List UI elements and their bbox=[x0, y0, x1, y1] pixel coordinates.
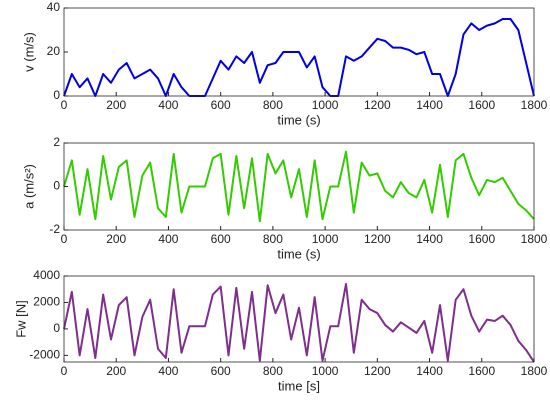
axes-frame bbox=[63, 275, 535, 363]
x-tick-label: 600 bbox=[211, 98, 231, 112]
y-axis-label: v (m/s) bbox=[21, 32, 36, 72]
x-tick-label: 1600 bbox=[468, 232, 495, 246]
x-tick-label: 1800 bbox=[521, 232, 548, 246]
x-tick-label: 1000 bbox=[312, 98, 339, 112]
x-tick-label: 200 bbox=[106, 364, 126, 378]
x-tick-label: 200 bbox=[106, 232, 126, 246]
x-axis-label: time (s) bbox=[277, 246, 320, 261]
x-tick-label: 400 bbox=[158, 364, 178, 378]
data-line bbox=[63, 150, 535, 223]
x-tick-label: 600 bbox=[211, 364, 231, 378]
x-tick-label: 0 bbox=[61, 232, 68, 246]
y-tick-label: -2 bbox=[49, 222, 60, 236]
x-tick-label: 400 bbox=[158, 98, 178, 112]
y-tick-label: -2000 bbox=[29, 348, 60, 362]
x-tick-label: 800 bbox=[263, 232, 283, 246]
x-tick-label: 0 bbox=[61, 98, 68, 112]
x-tick-label: 1800 bbox=[521, 98, 548, 112]
x-tick-label: 1400 bbox=[416, 232, 443, 246]
y-tick-label: 40 bbox=[47, 0, 61, 14]
x-tick-label: 1800 bbox=[521, 364, 548, 378]
x-tick-label: 1200 bbox=[364, 98, 391, 112]
x-tick-label: 1200 bbox=[364, 364, 391, 378]
x-tick-label: 800 bbox=[263, 364, 283, 378]
y-tick-label: 0 bbox=[53, 321, 60, 335]
x-tick-label: 1400 bbox=[416, 364, 443, 378]
x-tick-label: 1200 bbox=[364, 232, 391, 246]
x-tick-label: 1600 bbox=[468, 364, 495, 378]
y-axis-label: a (m/s²) bbox=[21, 164, 36, 209]
data-line bbox=[63, 18, 535, 97]
x-axis-label: time [s] bbox=[278, 378, 320, 393]
data-line bbox=[63, 282, 535, 363]
y-axis-label: Fw [N] bbox=[13, 300, 28, 338]
x-tick-label: 1600 bbox=[468, 98, 495, 112]
x-tick-label: 0 bbox=[61, 364, 68, 378]
y-tick-label: 4000 bbox=[33, 268, 60, 282]
x-tick-label: 1400 bbox=[416, 98, 443, 112]
y-tick-label: 2 bbox=[53, 135, 60, 149]
x-tick-label: 1000 bbox=[312, 364, 339, 378]
x-tick-label: 400 bbox=[158, 232, 178, 246]
y-tick-label: 0 bbox=[53, 88, 60, 102]
x-tick-label: 200 bbox=[106, 98, 126, 112]
plot-area bbox=[64, 143, 534, 230]
x-axis-label: time (s) bbox=[277, 112, 320, 127]
x-tick-label: 1000 bbox=[312, 232, 339, 246]
y-tick-label: 2000 bbox=[33, 295, 60, 309]
y-tick-label: 20 bbox=[47, 44, 61, 58]
y-tick-label: 0 bbox=[53, 179, 60, 193]
x-tick-label: 800 bbox=[263, 98, 283, 112]
x-tick-label: 600 bbox=[211, 232, 231, 246]
